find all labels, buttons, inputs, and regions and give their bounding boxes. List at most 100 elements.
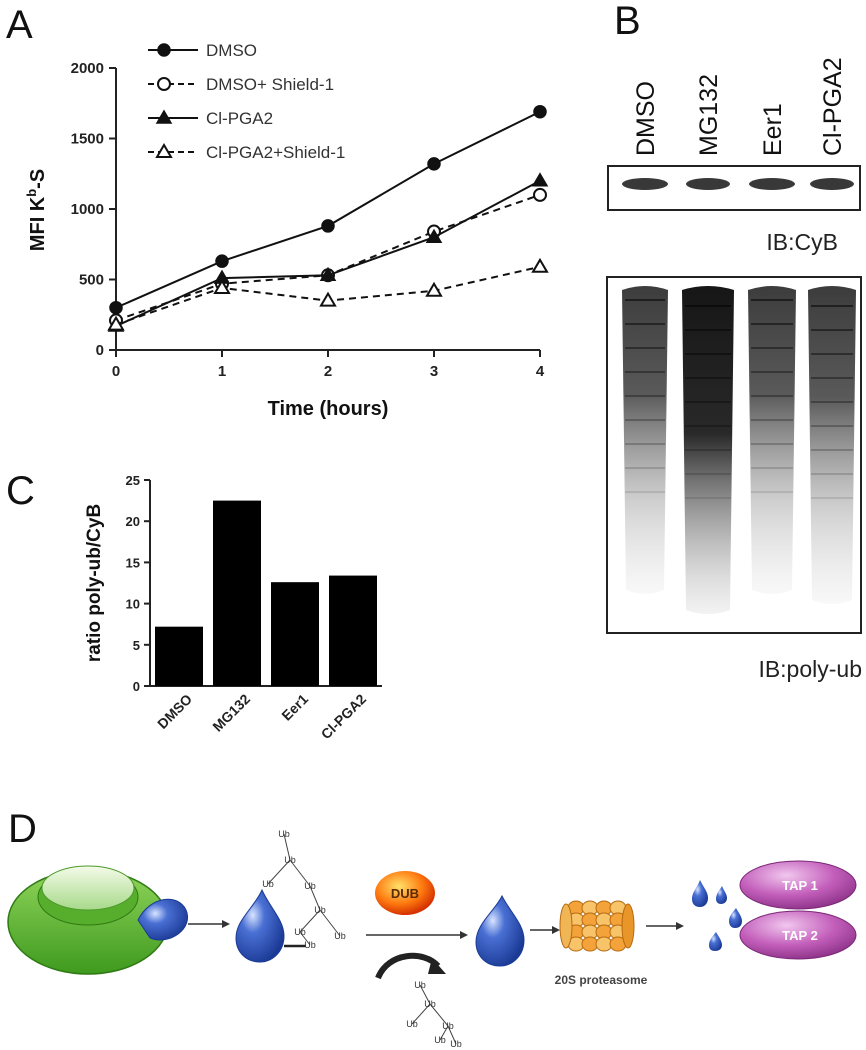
arrow-3 <box>530 926 560 934</box>
poly-ub-smear-lane <box>748 286 796 594</box>
legend-marker <box>157 77 171 91</box>
panel-letter-c: C <box>6 469 35 513</box>
ub-label: Ub <box>442 1021 454 1031</box>
blot-lane-label: DMSO <box>632 81 660 156</box>
data-point <box>109 300 123 315</box>
ub-label: Ub <box>414 980 426 990</box>
bar-dmso <box>155 626 203 686</box>
pathway-schematic-panel-d: Ub Ub Ub Ub Ub Ub Ub Ub DUB Ub Ub Ub Ub Ub Ub 20S pr… <box>7 829 857 1049</box>
data-point <box>427 157 441 171</box>
c-axis-ticks: 0 5 10 15 20 25 <box>126 473 150 694</box>
data-point <box>531 257 549 273</box>
c-y-tick-label: 25 <box>126 473 140 488</box>
ub-link <box>299 909 321 933</box>
bar-eer1 <box>271 582 319 686</box>
line-chart-panel-a: 0 500 1000 1500 2000 0 1 2 3 4 DMSO DMSO+ Shield-1… <box>24 41 549 420</box>
y-axis-title: MFI Kb-S <box>24 169 49 251</box>
x-axis-title: Time (hours) <box>268 398 389 420</box>
ub-label: Ub <box>304 940 316 950</box>
data-point <box>319 291 337 307</box>
y-tick-label: 500 <box>79 272 104 289</box>
data-point <box>321 219 335 233</box>
blot-lane-label: MG132 <box>695 74 723 156</box>
legend-entry: DMSO+ Shield-1 <box>148 75 334 94</box>
series-2 <box>107 172 549 332</box>
c-y-tick-label: 0 <box>133 679 140 694</box>
nascent-protein-icon <box>137 898 189 941</box>
western-blot-panel-b: DMSO MG132 Eer1 Cl-PGA2 IB:CyB IB:poly-ub <box>606 57 862 682</box>
x-tick-label: 3 <box>430 363 438 380</box>
ub-link <box>439 1025 449 1041</box>
deubiquitinated-protein-icon <box>475 894 525 967</box>
ub-label: Ub <box>450 1039 462 1049</box>
x-tick-label: 0 <box>112 363 120 380</box>
y-tick-label: 1500 <box>71 131 104 148</box>
legend-label: Cl-PGA2 <box>206 109 273 128</box>
c-bars: DMSO MG132 Eer1 Cl-PGA2 <box>154 500 377 743</box>
c-category-label: Cl-PGA2 <box>318 691 370 743</box>
c-y-tick-label: 15 <box>126 555 140 570</box>
released-ub-chain: Ub Ub Ub Ub Ub Ub <box>406 980 462 1049</box>
ub-link <box>309 885 321 911</box>
poly-ub-chain-1: Ub Ub Ub Ub Ub Ub Ub Ub <box>262 829 346 950</box>
data-point <box>215 254 229 268</box>
data-point <box>425 281 443 297</box>
legend-marker <box>155 143 173 158</box>
ub-label: Ub <box>262 879 274 889</box>
arrow-1 <box>188 920 230 928</box>
cyb-band <box>622 178 668 190</box>
poly-ub-smear-lane <box>622 286 668 594</box>
smear-body <box>808 286 856 604</box>
cyb-bands <box>622 178 854 190</box>
proteasome-label: 20S proteasome <box>555 973 648 987</box>
x-tick-label: 2 <box>324 363 332 380</box>
data-point <box>319 266 337 282</box>
proteasome-end <box>621 903 635 949</box>
ub-label: Ub <box>406 1019 418 1029</box>
ub-label: Ub <box>424 999 436 1009</box>
panel-letter-d: D <box>8 807 37 851</box>
ub-label: Ub <box>284 855 296 865</box>
dub-label: DUB <box>391 886 419 901</box>
tap2-label: TAP 2 <box>782 928 818 943</box>
ub-link <box>419 984 431 1005</box>
bar-cl-pga2 <box>329 575 377 686</box>
ub-link <box>283 833 291 861</box>
tap1-icon: TAP 1 <box>739 860 857 910</box>
ub-link <box>299 931 311 946</box>
cyb-band <box>810 178 854 190</box>
ub-label: Ub <box>304 881 316 891</box>
ub-link <box>319 909 341 937</box>
ribosome-icon <box>7 865 169 975</box>
tap1-label: TAP 1 <box>782 878 818 893</box>
data-point <box>533 104 547 119</box>
y-tick-label: 0 <box>96 342 104 359</box>
c-category-label: DMSO <box>154 691 195 732</box>
ub-link <box>267 859 291 885</box>
poly-ub-smears <box>622 286 856 614</box>
c-category-label: MG132 <box>209 691 253 735</box>
smear-body <box>748 286 796 594</box>
series-0 <box>109 104 547 315</box>
arrow-2 <box>366 931 468 939</box>
cyb-band <box>749 178 795 190</box>
proteasome-end <box>559 903 573 949</box>
y-tick-label: 2000 <box>71 60 104 77</box>
arrow-4 <box>646 922 684 930</box>
ub-label: Ub <box>294 927 306 937</box>
proteasome-icon <box>559 900 635 952</box>
tap2-icon: TAP 2 <box>739 910 857 960</box>
legend: DMSO DMSO+ Shield-1 Cl-PGA2 Cl-PGA2+Shield-… <box>148 41 345 162</box>
ub-label: Ub <box>314 905 326 915</box>
legend-marker <box>155 109 173 124</box>
data-point <box>531 172 549 187</box>
c-y-tick-label: 20 <box>126 514 140 529</box>
legend-marker <box>157 43 171 57</box>
axis-ticks: 0 500 1000 1500 2000 0 1 2 3 4 <box>71 60 545 380</box>
ub-link <box>289 859 311 887</box>
ib-cyb-label: IB:CyB <box>766 229 838 255</box>
data-point <box>107 315 125 331</box>
c-category-label: Eer1 <box>278 691 311 724</box>
ub-link <box>411 1003 431 1025</box>
c-y-tick-label: 5 <box>133 638 140 653</box>
